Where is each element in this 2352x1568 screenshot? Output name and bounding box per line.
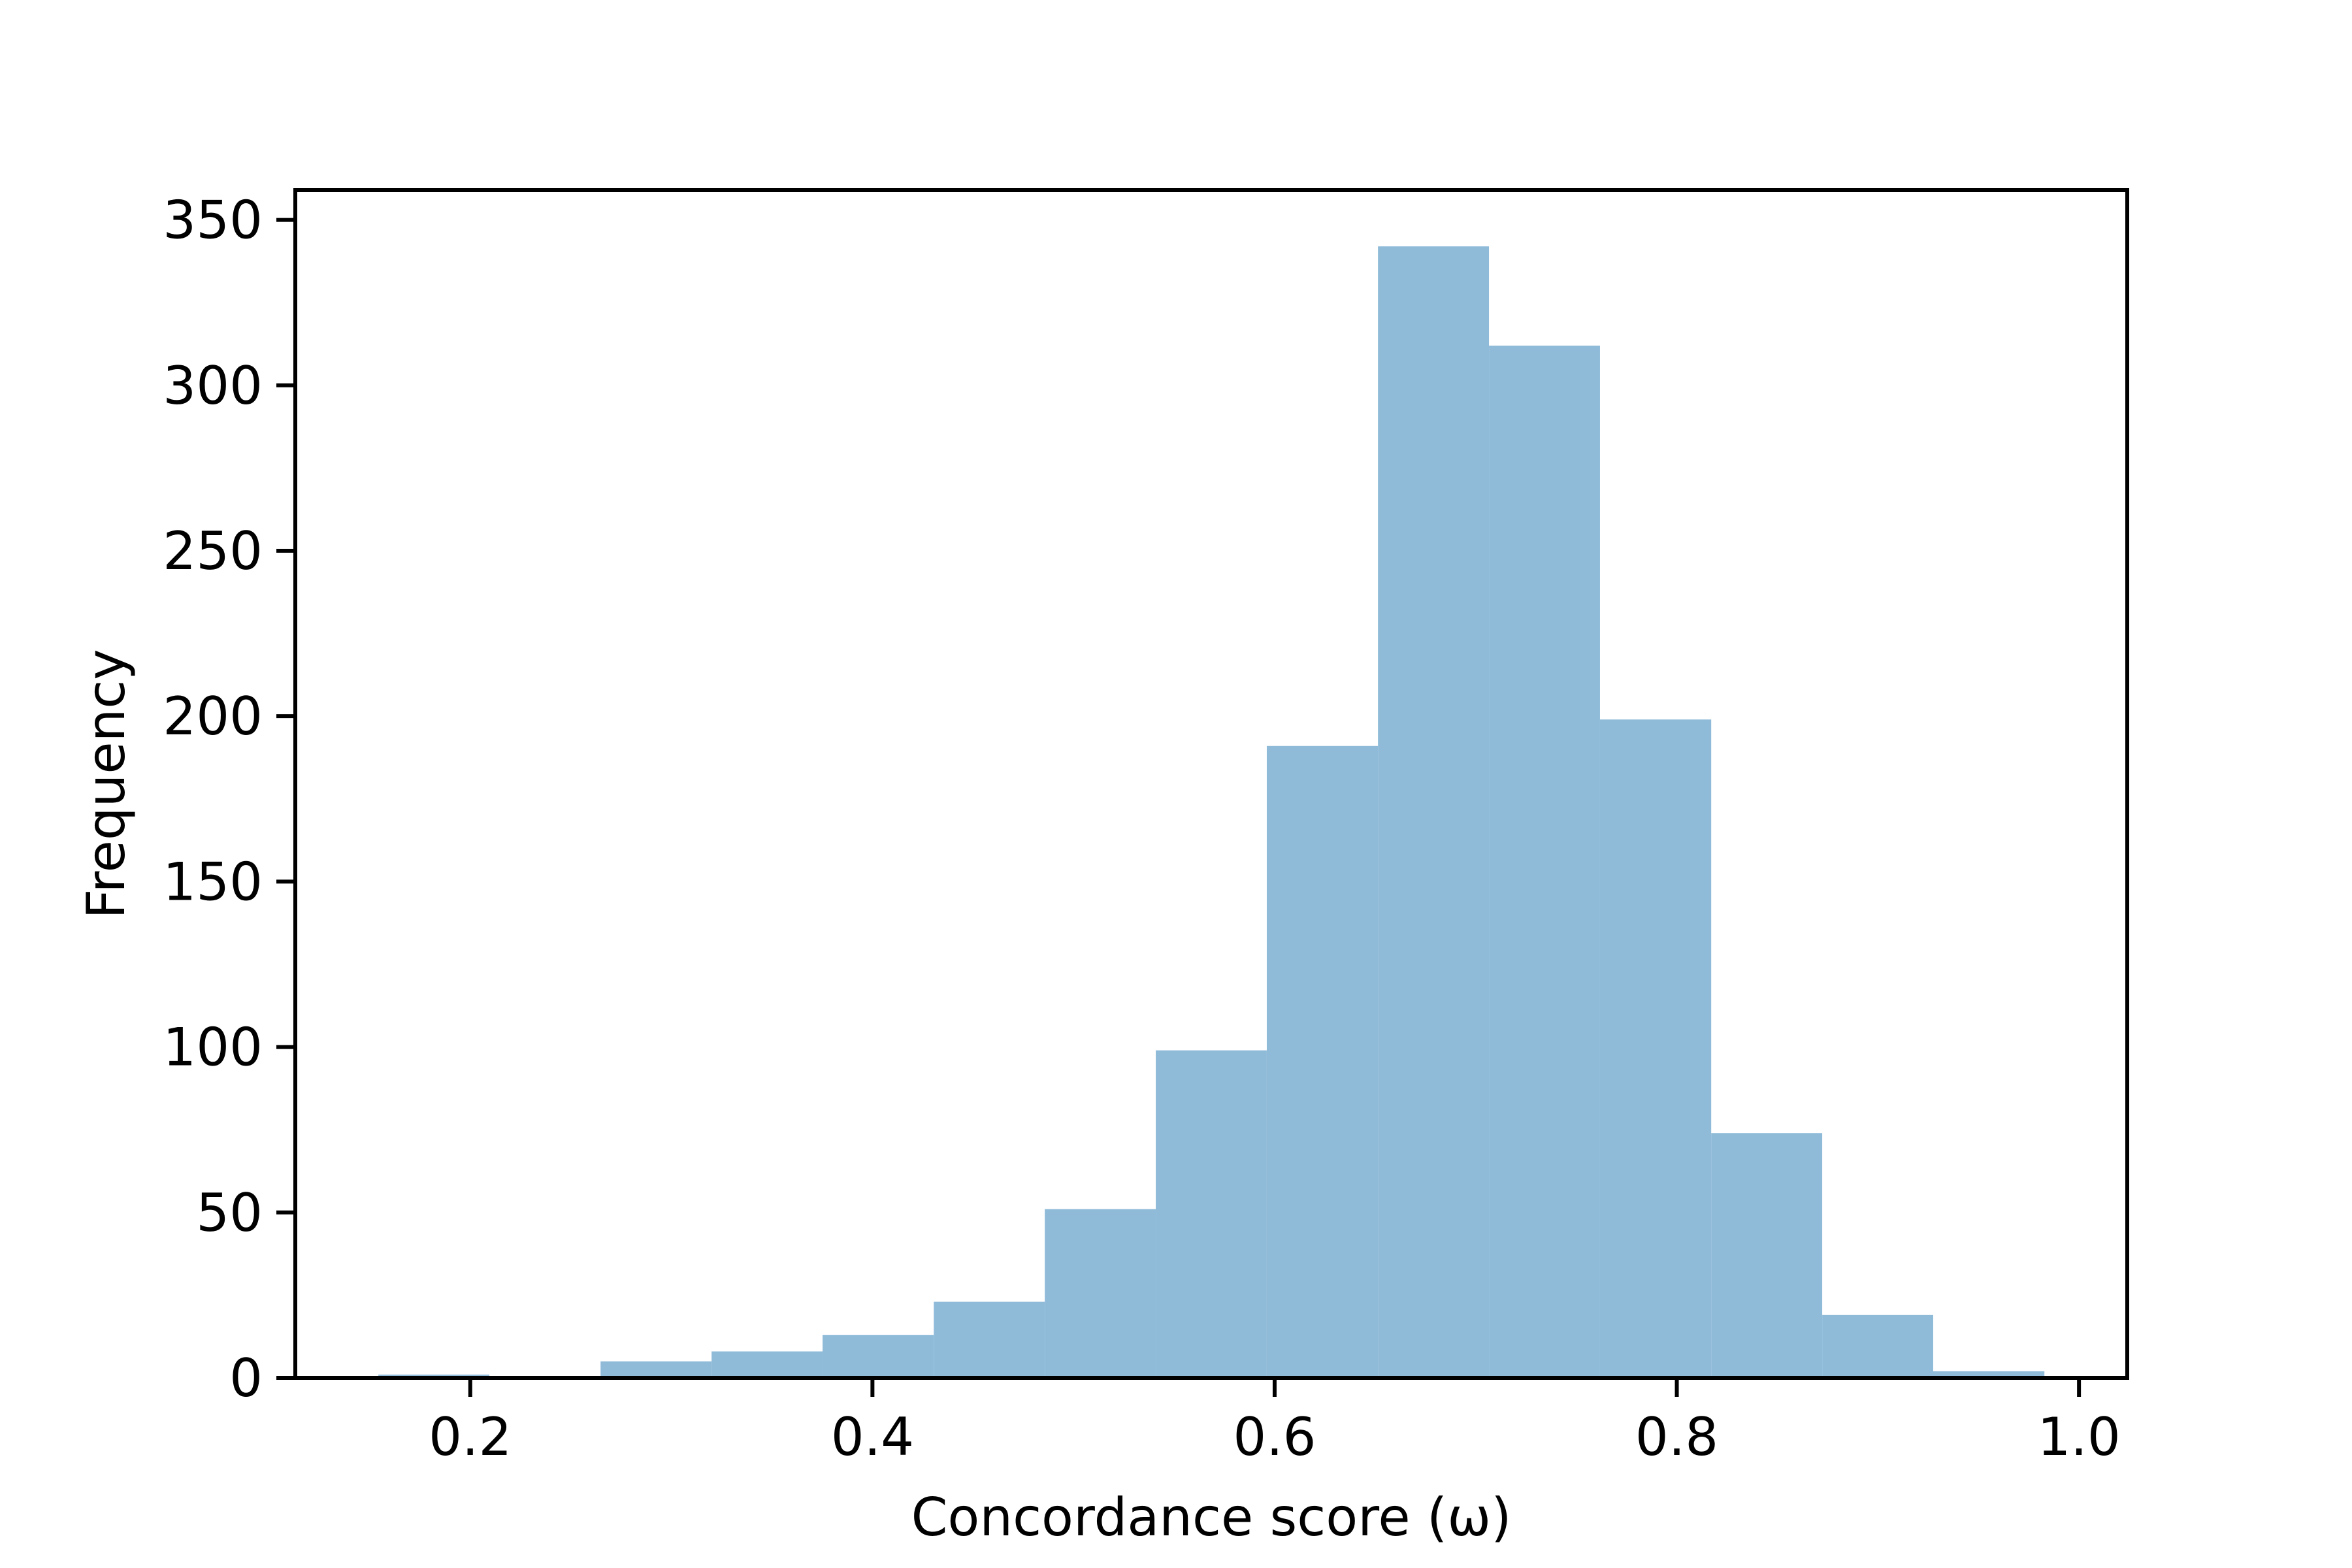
y-tick-label: 300: [163, 355, 263, 416]
bar: [1822, 1315, 1933, 1378]
bar: [1933, 1371, 2045, 1378]
x-axis-label: Concordance score (ω): [911, 1487, 1512, 1548]
bar: [1711, 1133, 1823, 1378]
y-axis-label: Frequency: [76, 649, 137, 919]
bar: [1378, 246, 1490, 1379]
y-tick-label: 50: [196, 1183, 263, 1243]
y-tick-label: 200: [163, 686, 263, 747]
bar: [711, 1351, 823, 1378]
bar: [1489, 346, 1600, 1378]
x-tick-label: 0.4: [831, 1407, 914, 1467]
bar: [1266, 745, 1379, 1378]
bar: [1156, 1050, 1267, 1378]
y-tick-label: 150: [163, 851, 263, 912]
x-tick-label: 0.6: [1233, 1407, 1316, 1467]
bar: [823, 1335, 934, 1378]
y-tick-label: 250: [163, 521, 263, 581]
x-tick-label: 1.0: [2038, 1407, 2121, 1467]
y-tick-label: 0: [229, 1348, 263, 1409]
bar: [1599, 719, 1712, 1378]
bar: [1045, 1209, 1156, 1378]
x-tick-label: 0.2: [429, 1407, 512, 1467]
x-tick-label: 0.8: [1635, 1407, 1718, 1467]
y-tick-label: 100: [163, 1017, 263, 1078]
bar: [600, 1361, 712, 1378]
y-tick-label: 350: [163, 190, 263, 251]
bar: [934, 1301, 1045, 1378]
axes-frame: [293, 188, 2129, 1380]
